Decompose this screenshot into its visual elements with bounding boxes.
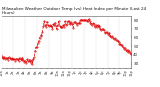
Text: Milwaukee Weather Outdoor Temp (vs) Heat Index per Minute (Last 24 Hours): Milwaukee Weather Outdoor Temp (vs) Heat… bbox=[2, 7, 146, 15]
